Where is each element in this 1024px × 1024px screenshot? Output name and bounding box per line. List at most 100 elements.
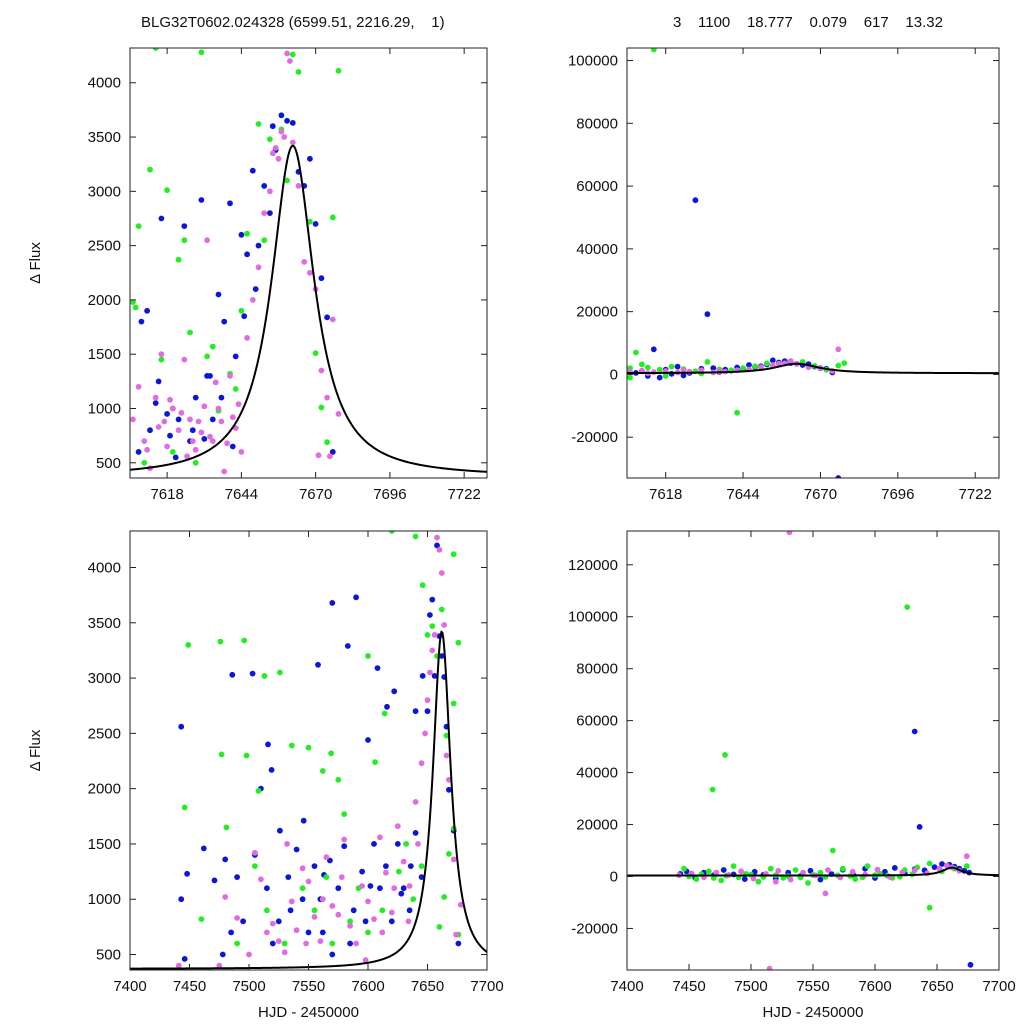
data-point-blue (371, 841, 377, 847)
data-point-green (764, 360, 770, 367)
data-point-blue (201, 436, 208, 442)
data-point-pink (278, 128, 285, 135)
data-point-green (238, 307, 245, 314)
data-point-pink (204, 237, 211, 244)
data-point-blue (431, 673, 438, 679)
data-point-green (244, 230, 251, 237)
x-axis-label: HJD - 2450000 (258, 1004, 359, 1021)
x-tick-label: 7670 (299, 486, 332, 503)
data-point-pink (327, 453, 333, 460)
data-point-blue (228, 929, 235, 936)
data-point-blue (365, 737, 371, 743)
data-point-green (734, 409, 740, 416)
data-point-green (365, 653, 371, 659)
data-point-green (864, 863, 871, 869)
data-point-green (412, 533, 419, 540)
data-point-pink (275, 938, 282, 945)
data-point-green (730, 863, 737, 869)
data-point-pink (362, 957, 369, 963)
data-point-blue (135, 449, 142, 455)
data-point-blue (209, 416, 216, 423)
data-point-blue (293, 846, 300, 853)
data-point-green (289, 51, 296, 58)
data-point-blue (391, 688, 398, 695)
y-tick-label: 2000 (88, 781, 121, 798)
data-point-pink (365, 898, 371, 905)
data-point-pink (284, 50, 290, 57)
x-tick-label: 7450 (173, 978, 206, 995)
data-point-blue (155, 378, 162, 385)
x-tick-label: 7696 (881, 486, 914, 503)
data-point-green (281, 940, 288, 947)
data-point-blue (167, 432, 173, 439)
data-point-green (418, 863, 425, 869)
data-point-green (388, 531, 395, 534)
data-point-green (234, 940, 241, 947)
y-tick-label: 2500 (88, 725, 121, 742)
data-point-blue (429, 596, 436, 603)
data-point-pink (209, 438, 216, 444)
data-point-pink (195, 418, 202, 425)
x-tick-label: 7722 (959, 486, 992, 503)
data-point-green (656, 366, 663, 373)
data-point-pink (359, 883, 365, 889)
y-tick-label: -20000 (571, 429, 618, 446)
data-point-blue (261, 183, 268, 189)
data-point-blue (384, 703, 390, 710)
data-point-blue (138, 318, 145, 325)
data-point-pink (769, 362, 776, 368)
data-point-green (443, 732, 450, 739)
data-point-green (926, 904, 933, 911)
data-point-green (324, 439, 330, 446)
y-tick-label: 3500 (88, 615, 121, 632)
data-point-pink (427, 669, 433, 676)
plot-frame (129, 47, 488, 479)
data-point-pink (238, 449, 245, 455)
data-point-blue (967, 961, 974, 968)
data-point-pink (249, 297, 256, 303)
data-point-blue (398, 890, 405, 897)
data-point-blue (741, 876, 748, 882)
data-point-pink (329, 316, 336, 323)
data-point-pink (341, 836, 348, 843)
data-point-blue (720, 867, 727, 873)
data-point-pink (175, 427, 182, 434)
data-point-blue (284, 117, 290, 124)
y-tick-label: 4000 (88, 75, 121, 92)
x-tick-label: 7550 (796, 978, 829, 995)
data-point-pink (281, 949, 288, 956)
data-point-pink (287, 58, 293, 64)
data-point-blue (300, 817, 307, 824)
data-point-pink (318, 367, 325, 374)
data-point-blue (238, 231, 245, 238)
data-point-blue (412, 708, 419, 715)
data-point-pink (161, 418, 168, 425)
data-point-blue (189, 427, 196, 434)
data-point-green (441, 894, 448, 900)
data-point-blue (817, 876, 824, 883)
y-tick-label: 3000 (88, 670, 121, 687)
data-point-pink (301, 259, 308, 265)
data-point-green (429, 623, 436, 629)
y-tick-label: 0 (610, 366, 618, 383)
x-tick-label: 7500 (734, 978, 767, 995)
data-point-pink (347, 922, 353, 929)
data-point-pink (412, 799, 419, 805)
data-point-blue (692, 197, 699, 204)
data-point-blue (307, 155, 313, 162)
data-point-blue (222, 856, 229, 863)
data-point-pink (787, 876, 794, 883)
data-point-pink (379, 929, 386, 936)
y-tick-label: 0 (610, 868, 618, 885)
x-tick-label: 7450 (672, 978, 705, 995)
data-point-pink (158, 351, 165, 358)
data-point-pink (911, 867, 918, 874)
data-point-green (319, 768, 326, 774)
data-point-green (312, 350, 319, 356)
data-point-blue (178, 896, 185, 903)
panel-zoom-top-left: 7618 7644 7670 7696 7722 500 1000 1500 2000 2500 3… (27, 47, 488, 503)
data-point-blue (147, 427, 153, 434)
data-point-green (255, 788, 262, 794)
data-point-blue (269, 940, 276, 947)
